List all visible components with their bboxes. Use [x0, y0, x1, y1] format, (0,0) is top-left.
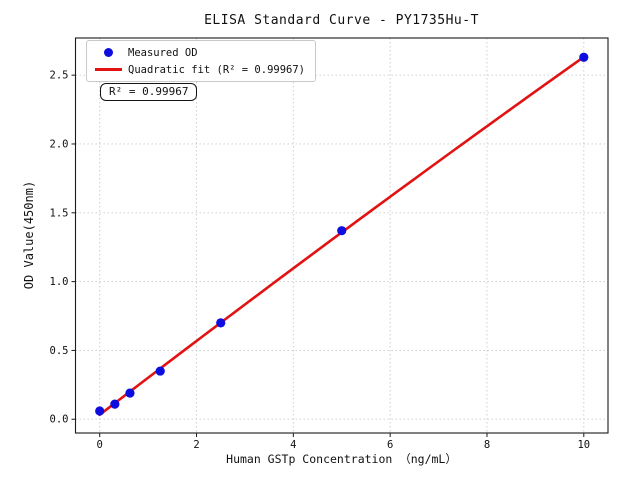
r-squared-annotation: R² = 0.99967: [100, 83, 198, 101]
legend-label-quadratic-fit: Quadratic fit (R² = 0.99967): [128, 63, 306, 76]
data-point: [110, 399, 120, 409]
x-axis-label: Human GSTp Concentration （ng/mL）: [226, 452, 457, 466]
x-tick-label: 8: [484, 439, 490, 451]
chart-title: ELISA Standard Curve - PY1735Hu-T: [204, 13, 479, 28]
data-point: [337, 226, 347, 236]
legend-entry-quadratic-fit: Quadratic fit (R² = 0.99967): [94, 62, 305, 77]
legend: Measured OD Quadratic fit (R² = 0.99967): [86, 40, 317, 82]
x-tick-label: 0: [97, 439, 103, 451]
data-point: [125, 388, 135, 398]
data-point: [579, 52, 589, 62]
data-point: [95, 406, 105, 416]
plot-border: [74, 37, 609, 434]
legend-swatch: [94, 48, 122, 57]
x-tick-label: 6: [387, 439, 393, 451]
quadratic-fit-line: [98, 55, 586, 417]
data-point: [155, 366, 165, 376]
y-tick-label: 2.0: [50, 138, 69, 150]
x-tick-label: 10: [577, 439, 590, 451]
x-tick-label: 2: [193, 439, 199, 451]
y-tick-label: 1.0: [50, 276, 69, 288]
quadratic-fit-line-icon: [94, 68, 122, 71]
legend-entry-measured-od: Measured OD: [94, 45, 305, 60]
legend-swatch: [94, 68, 122, 71]
measured-od-marker-icon: [103, 48, 113, 57]
y-tick-label: 0.5: [50, 345, 69, 357]
data-point: [216, 318, 226, 328]
y-tick-label: 2.5: [50, 70, 69, 82]
y-tick-label: 1.5: [50, 207, 69, 219]
y-axis-label: OD Value(450nm): [22, 180, 36, 290]
legend-label-measured-od: Measured OD: [128, 46, 198, 59]
x-tick-label: 4: [290, 439, 296, 451]
y-tick-label: 0.0: [50, 414, 69, 426]
